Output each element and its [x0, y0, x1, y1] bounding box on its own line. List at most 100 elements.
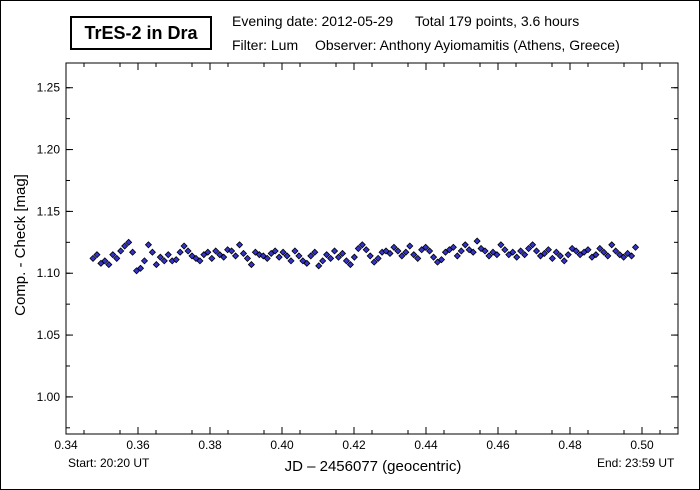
data-points: [89, 237, 640, 275]
data-point: [473, 237, 481, 245]
data-point: [334, 253, 343, 261]
data-point: [627, 252, 636, 260]
data-point: [513, 253, 521, 261]
data-point: [469, 248, 477, 256]
data-point: [517, 247, 525, 255]
data-point: [540, 249, 549, 258]
data-point: [398, 252, 406, 260]
data-point: [410, 251, 418, 259]
data-point: [350, 253, 358, 261]
evening-date: Evening date: 2012-05-29: [232, 13, 394, 29]
data-point: [346, 261, 354, 269]
y-tick-label: 1.15: [37, 204, 61, 218]
data-point: [600, 248, 608, 256]
data-point: [283, 252, 291, 260]
data-point: [136, 264, 145, 272]
data-point: [386, 249, 394, 258]
data-point: [125, 238, 133, 246]
data-point: [196, 257, 204, 265]
start-time: Start: 20:20 UT: [68, 456, 150, 470]
y-tick-label: 1.10: [37, 266, 61, 280]
data-point: [204, 248, 212, 256]
data-point: [374, 254, 382, 262]
data-point: [342, 257, 351, 265]
y-tick-label: 1.05: [37, 328, 61, 342]
data-point: [220, 253, 228, 261]
data-point: [148, 248, 156, 256]
data-point: [390, 243, 398, 251]
data-point: [525, 244, 533, 253]
data-point: [263, 254, 271, 262]
data-point: [279, 248, 287, 256]
y-axis-label: Comp. - Check [mag]: [12, 174, 29, 316]
data-point: [509, 248, 517, 256]
data-point: [394, 247, 402, 255]
data-point: [113, 254, 121, 262]
data-point: [414, 254, 422, 262]
data-point: [457, 247, 465, 255]
data-point: [188, 252, 196, 260]
data-point: [453, 252, 461, 260]
data-point: [247, 261, 255, 269]
data-point: [109, 251, 117, 259]
data-point: [152, 261, 160, 269]
data-point: [620, 253, 628, 261]
data-point: [140, 257, 149, 265]
data-point: [93, 251, 101, 259]
data-point: [164, 251, 172, 259]
data-point: [552, 248, 560, 256]
data-point: [612, 247, 620, 255]
data-point: [184, 247, 192, 255]
data-point: [121, 242, 129, 250]
data-point: [532, 247, 541, 255]
data-point: [303, 259, 311, 267]
data-point: [117, 247, 125, 255]
data-point: [592, 251, 600, 259]
data-point: [485, 252, 493, 260]
data-point: [544, 246, 552, 254]
data-point: [604, 252, 612, 260]
data-point: [323, 251, 331, 259]
data-point: [129, 248, 137, 256]
data-point: [307, 252, 315, 260]
x-tick-label: 0.40: [270, 438, 294, 452]
data-point: [572, 247, 580, 255]
x-tick-label: 0.46: [486, 438, 510, 452]
data-point: [560, 257, 568, 265]
data-point: [89, 254, 97, 262]
data-point: [180, 242, 188, 250]
x-tick-label: 0.34: [54, 438, 78, 452]
data-point: [429, 253, 438, 261]
data-point: [481, 247, 489, 255]
data-point: [528, 241, 537, 249]
data-point: [437, 256, 446, 264]
data-point: [596, 244, 604, 253]
data-point: [259, 252, 267, 260]
x-tick-label: 0.50: [630, 438, 654, 452]
data-point: [608, 241, 616, 249]
data-point: [406, 242, 414, 250]
y-tick-label: 1.20: [37, 143, 61, 157]
y-tick-label: 1.25: [37, 81, 61, 95]
filter-label: Filter: Lum: [232, 37, 299, 53]
data-point: [295, 252, 303, 260]
data-point: [319, 257, 327, 265]
chart-title: TrES-2 in Dra: [70, 16, 212, 50]
data-point: [287, 257, 295, 265]
data-point: [101, 257, 109, 265]
x-tick-label: 0.44: [414, 438, 438, 452]
data-point: [212, 247, 220, 255]
data-point: [156, 253, 164, 261]
x-tick-label: 0.42: [342, 438, 366, 452]
data-point: [358, 241, 366, 249]
data-point: [370, 258, 378, 266]
data-point: [548, 254, 556, 262]
data-point: [228, 247, 236, 255]
data-point: [584, 246, 592, 254]
data-point: [239, 249, 248, 258]
data-point: [338, 249, 347, 258]
data-point: [362, 246, 370, 254]
observer-label: Observer: Anthony Ayiomamitis (Athens, G…: [315, 37, 620, 53]
data-point: [172, 256, 180, 264]
